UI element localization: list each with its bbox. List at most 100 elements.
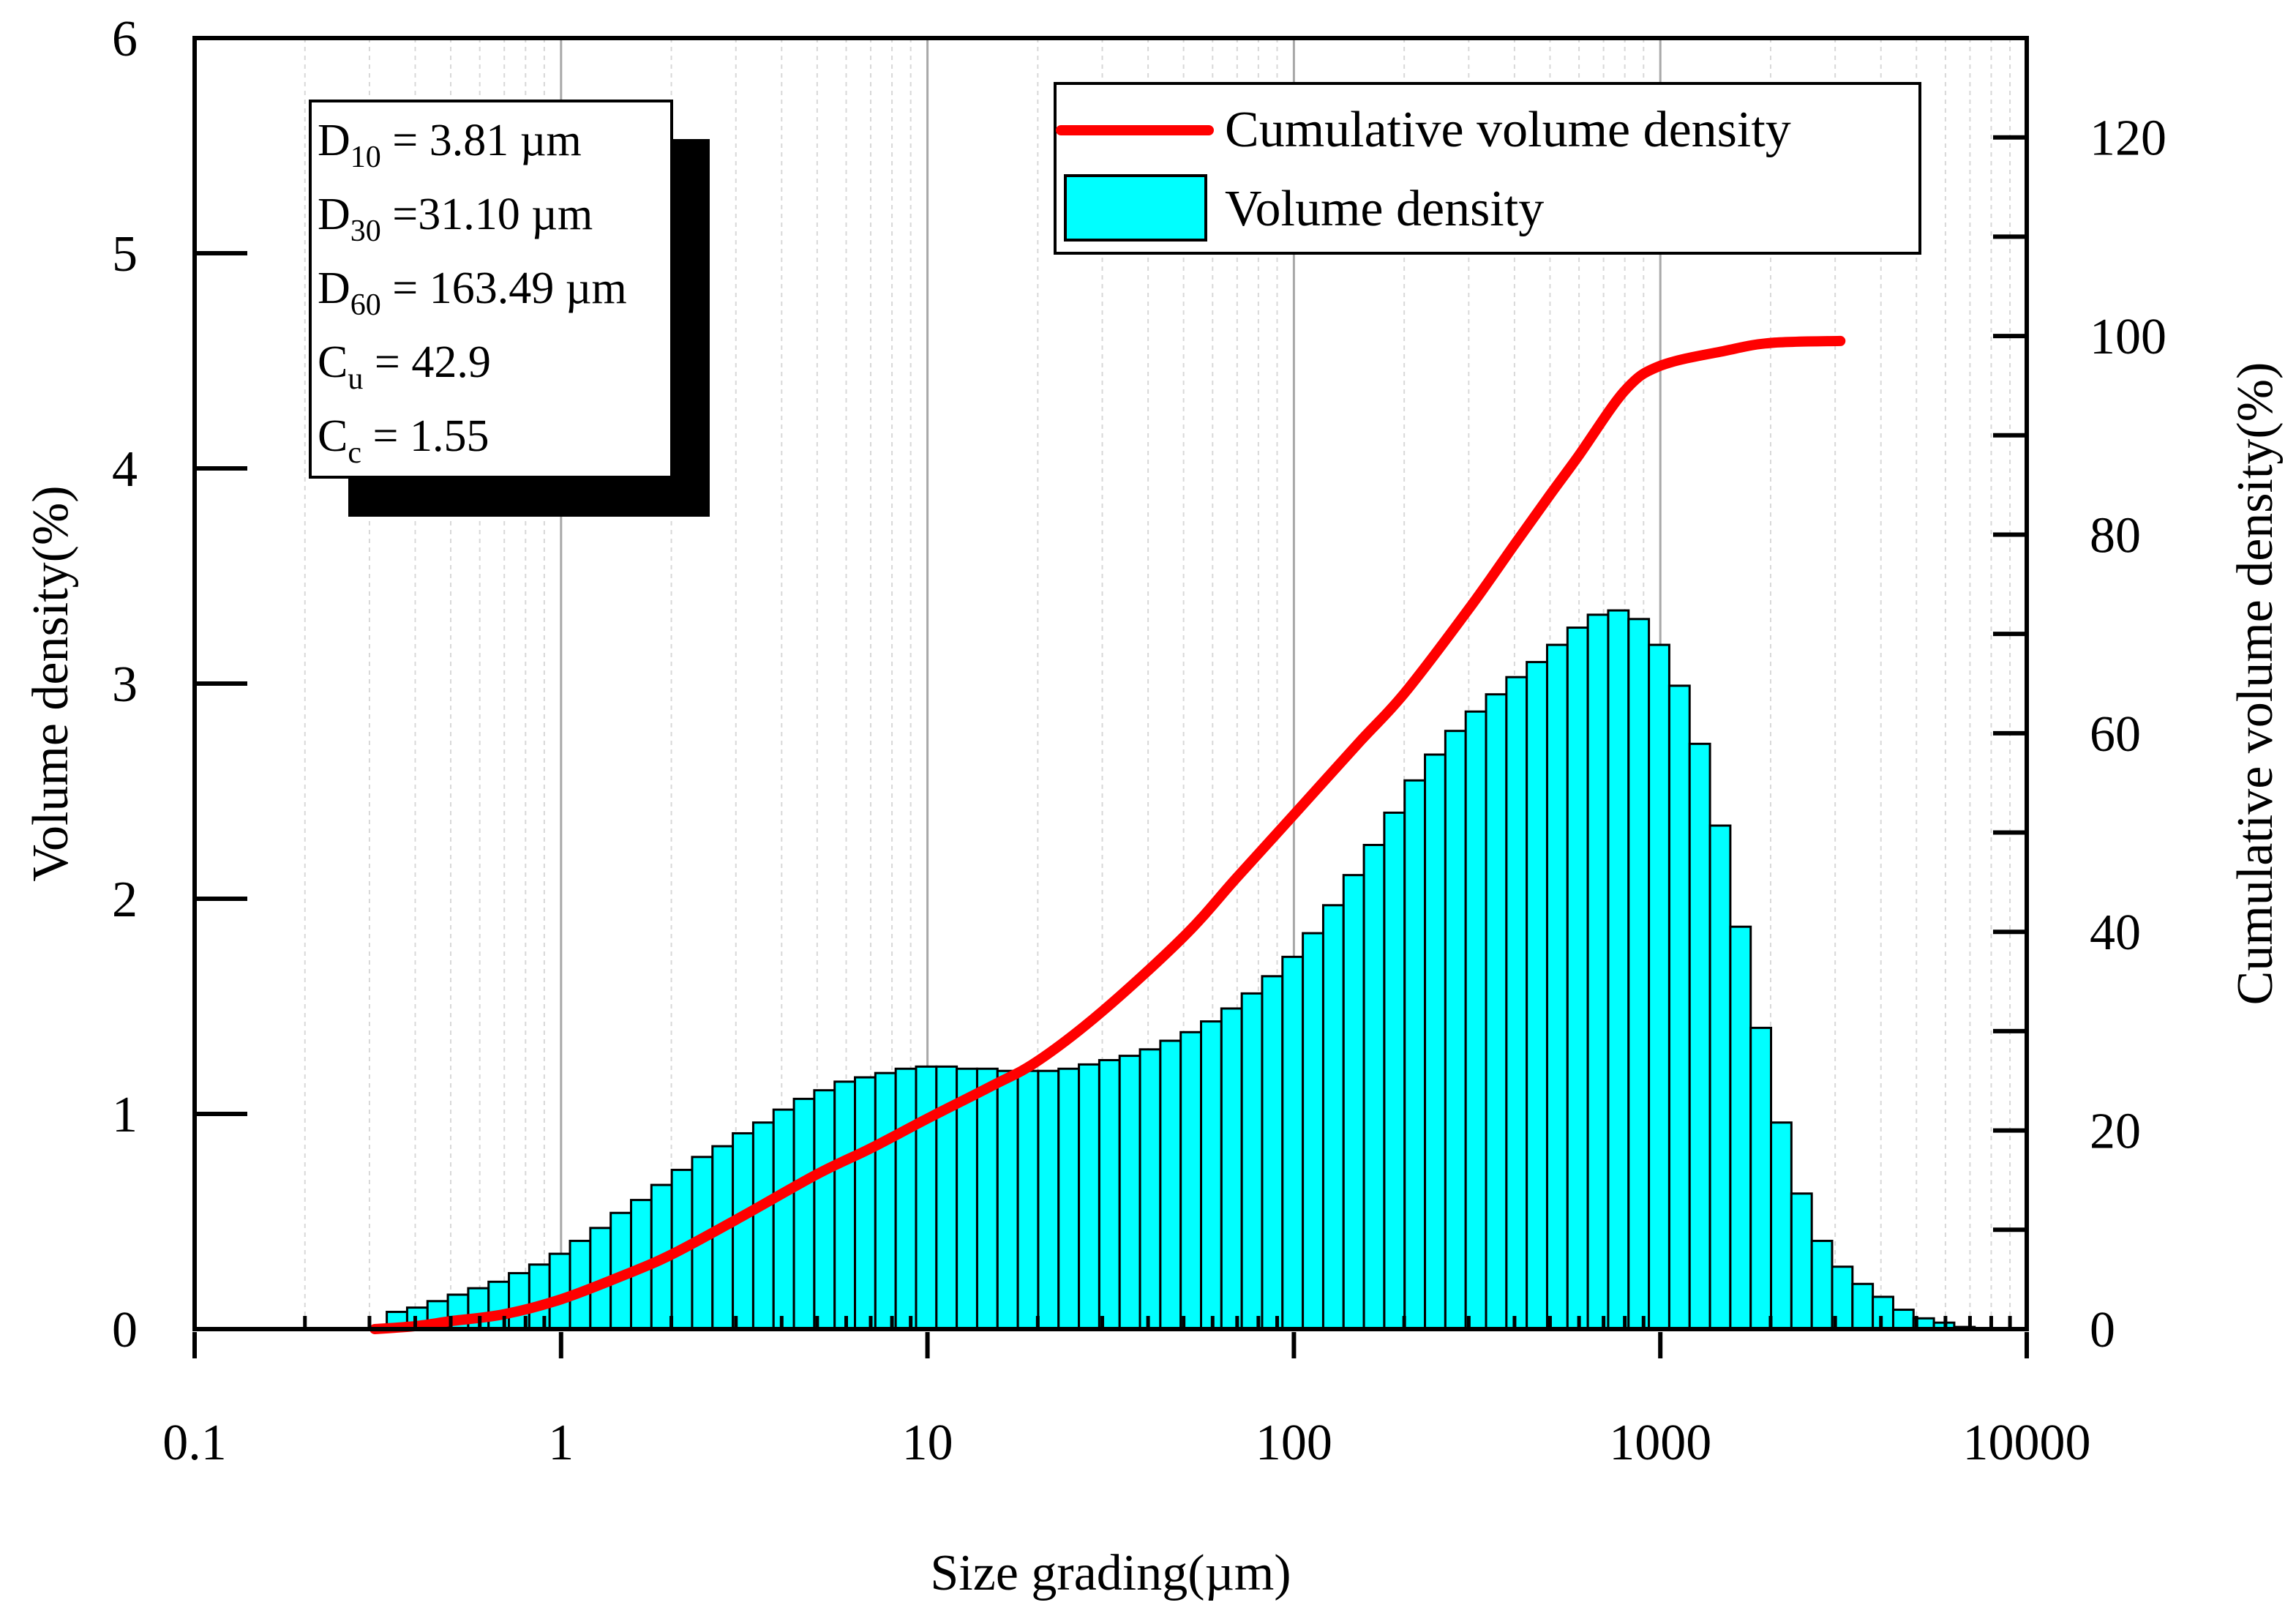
annotation-line: D30 =31.10 µm <box>318 190 593 248</box>
volume-density-bar <box>1505 676 1528 1331</box>
volume-density-bar <box>1566 626 1589 1331</box>
y2-tick-label: 20 <box>2090 1104 2141 1160</box>
legend-label-volume: Volume density <box>1225 181 1544 237</box>
annotation-subscript: 60 <box>350 288 381 322</box>
x-tick-label: 0.1 <box>162 1415 227 1471</box>
volume-density-bar <box>813 1089 836 1331</box>
volume-density-bar <box>1729 925 1752 1331</box>
volume-density-bar <box>975 1067 999 1331</box>
y2-tick-label: 40 <box>2090 905 2141 961</box>
volume-density-bar <box>1383 811 1406 1331</box>
volume-density-bar <box>1261 975 1284 1331</box>
volume-density-bar <box>894 1067 918 1331</box>
y-tick-label: 1 <box>112 1087 138 1143</box>
x-tick-label: 1000 <box>1609 1415 1711 1471</box>
volume-density-bar <box>1138 1048 1162 1331</box>
y2-tick-label: 0 <box>2090 1302 2115 1358</box>
annotation-line: Cu = 42.9 <box>318 337 491 396</box>
y2-tick-label: 120 <box>2090 111 2166 167</box>
annotation-subscript: 30 <box>350 214 381 248</box>
volume-density-bar <box>1708 824 1732 1331</box>
y2-tick-label: 100 <box>2090 309 2166 365</box>
cumulative-volume-curve <box>369 335 1846 1334</box>
x-tick-label: 10000 <box>1963 1415 2091 1471</box>
y-tick-label: 0 <box>112 1302 138 1358</box>
volume-density-bar <box>996 1069 1019 1331</box>
cumulative-curve-layer <box>369 335 1846 1334</box>
volume-density-bar <box>1851 1282 1875 1331</box>
volume-density-bar <box>1281 955 1305 1331</box>
annotation-frame <box>309 100 673 479</box>
annotation-symbol: C <box>318 411 348 461</box>
volume-density-bar <box>772 1108 795 1331</box>
volume-density-bar <box>1627 618 1651 1331</box>
annotation-symbol: C <box>318 337 348 387</box>
x-tick-label: 100 <box>1256 1415 1332 1471</box>
annotation-line: D10 = 3.81 µm <box>318 116 582 174</box>
annotation-subscript: 10 <box>350 141 381 174</box>
volume-density-bar <box>1464 710 1487 1331</box>
volume-density-bar <box>1179 1030 1203 1331</box>
annotation-value: = 163.49 µm <box>381 263 627 313</box>
y-tick-label: 4 <box>112 441 138 498</box>
volume-density-bar <box>1688 742 1711 1331</box>
volume-density-bar <box>1342 874 1365 1331</box>
volume-density-bar <box>1770 1121 1793 1331</box>
volume-density-bar <box>1200 1020 1223 1331</box>
volume-density-bar <box>854 1076 877 1331</box>
volume-density-bar <box>1016 1069 1040 1331</box>
volume-density-bar <box>548 1252 571 1331</box>
axis-ticks <box>192 36 2029 1358</box>
volume-density-bar <box>711 1145 735 1331</box>
volume-density-bar <box>1790 1192 1813 1331</box>
y-tick-label: 3 <box>112 656 138 713</box>
volume-density-bar <box>1485 693 1508 1331</box>
legend-label-cumulative: Cumulative volume density <box>1225 102 1791 158</box>
annotation-subscript: c <box>348 436 361 470</box>
volume-density-bar <box>1444 730 1467 1331</box>
volume-density-bar <box>1872 1295 1894 1331</box>
x-tick-label: 10 <box>902 1415 953 1471</box>
y-tick-label: 2 <box>112 872 138 928</box>
volume-density-bar <box>1403 779 1427 1331</box>
legend-bar-swatch <box>1064 174 1207 242</box>
volume-density-bar <box>1302 932 1324 1331</box>
annotation-value: =31.10 µm <box>381 190 593 239</box>
volume-density-bar <box>1526 661 1548 1331</box>
y2-tick-label: 60 <box>2090 706 2141 763</box>
volume-density-bar <box>1037 1069 1060 1331</box>
volume-density-bar <box>1362 844 1386 1331</box>
annotation-value: = 42.9 <box>363 337 490 387</box>
annotation-symbol: D <box>318 116 350 165</box>
y-tick-label: 5 <box>112 226 138 283</box>
volume-density-bar <box>1586 613 1610 1331</box>
annotation-value: = 1.55 <box>361 411 489 461</box>
volume-density-bar <box>1545 643 1569 1331</box>
volume-density-bar <box>1321 904 1345 1331</box>
x-axis-title: Size grading(µm) <box>930 1545 1291 1601</box>
volume-density-bar <box>732 1131 754 1331</box>
volume-density-bars <box>386 609 1976 1331</box>
volume-density-bar <box>1159 1039 1182 1331</box>
volume-density-bar <box>833 1080 857 1331</box>
volume-density-bar <box>1891 1309 1915 1331</box>
x-tick-label: 1 <box>548 1415 574 1471</box>
y-tick-label: 6 <box>112 11 138 67</box>
volume-density-bar <box>1098 1059 1121 1331</box>
legend: Cumulative volume density Volume density <box>1054 82 1921 255</box>
volume-density-bar <box>528 1263 551 1331</box>
volume-density-bar <box>1220 1007 1243 1331</box>
volume-density-bar <box>1118 1055 1141 1331</box>
volume-density-bar <box>1607 609 1630 1331</box>
y2-axis-title: Cumulative volume density(%) <box>2227 362 2284 1006</box>
volume-density-bar <box>1667 684 1691 1331</box>
annotation-subscript: u <box>348 362 363 396</box>
annotation-symbol: D <box>318 190 350 239</box>
volume-density-bar <box>1749 1026 1773 1331</box>
annotation-symbol: D <box>318 263 350 313</box>
annotation-value: = 3.81 µm <box>381 116 582 165</box>
volume-density-bar <box>1078 1063 1100 1331</box>
